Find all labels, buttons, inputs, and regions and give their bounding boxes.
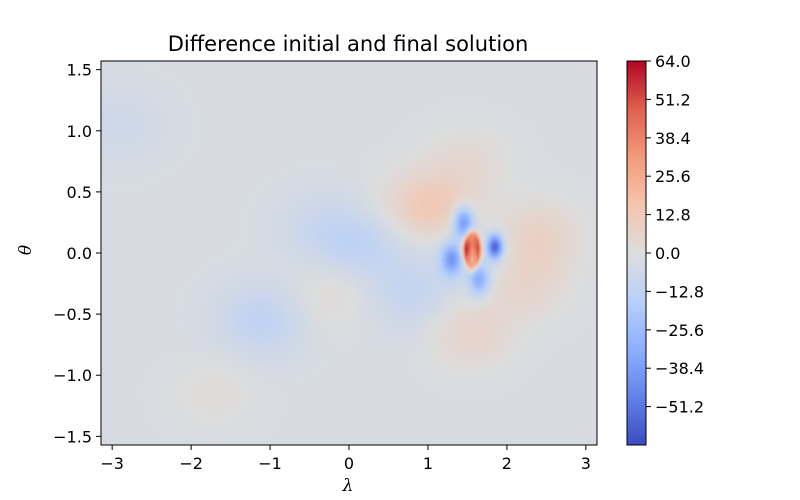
- colorbar-tick-label: 51.2: [655, 90, 691, 109]
- colorbar-tick-label: −38.4: [655, 359, 704, 378]
- y-axis-label: θ: [16, 245, 36, 255]
- colorbar-tick-label: 38.4: [655, 129, 691, 148]
- colorbar-gradient: [627, 61, 646, 445]
- colorbar-tick-label: −25.6: [655, 321, 704, 340]
- y-tick-label: 1.0: [67, 122, 92, 141]
- colorbar-tick-label: −12.8: [655, 282, 704, 301]
- colorbar-tick-label: 25.6: [655, 167, 691, 186]
- chart-title: Difference initial and final solution: [168, 32, 529, 56]
- colorbar-tick-label: 64.0: [655, 52, 691, 71]
- y-tick-label: −1.0: [53, 366, 92, 385]
- heatmap-image: [101, 61, 597, 445]
- x-tick-label: −3: [100, 454, 124, 473]
- y-axis: 1.5 1.0 0.5 0.0 −0.5 −1.0 −1.5: [53, 61, 101, 446]
- colorbar: 64.0 51.2 38.4 25.6 12.8 0.0 −12.8 −25.6 −38.4 −5…: [626, 52, 704, 446]
- colorbar-tick-label: −51.2: [655, 398, 704, 417]
- y-tick-label: 0.0: [67, 244, 92, 263]
- y-tick-label: 0.5: [67, 183, 92, 202]
- y-tick-label: 1.5: [67, 61, 92, 80]
- y-tick-label: −0.5: [53, 305, 92, 324]
- x-axis: −3 −2 −1 0 1 2 3: [100, 445, 591, 473]
- x-axis-label: λ: [342, 476, 354, 496]
- colorbar-ticks: 64.0 51.2 38.4 25.6 12.8 0.0 −12.8 −25.6 −38.4 −5…: [646, 52, 704, 417]
- x-tick-label: −1: [258, 454, 282, 473]
- x-tick-label: 0: [344, 454, 354, 473]
- y-tick-label: −1.5: [53, 427, 92, 446]
- colorbar-tick-label: 12.8: [655, 206, 691, 225]
- x-tick-label: 1: [423, 454, 433, 473]
- x-tick-label: −2: [179, 454, 203, 473]
- x-tick-label: 3: [581, 454, 591, 473]
- colorbar-tick-label: 0.0: [655, 244, 680, 263]
- heatmap-plot-area: [100, 60, 598, 446]
- x-tick-label: 2: [502, 454, 512, 473]
